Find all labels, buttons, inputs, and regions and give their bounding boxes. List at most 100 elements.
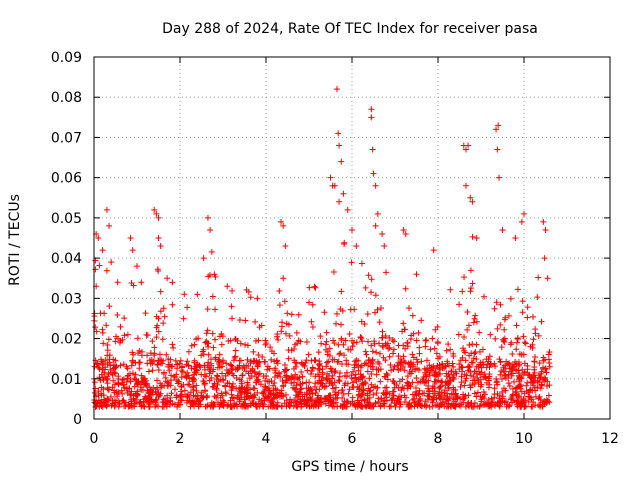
data-point [437,383,444,390]
data-point [97,377,104,384]
data-point [372,309,379,316]
data-point [136,399,143,406]
data-point [204,340,211,347]
data-point [536,393,543,400]
data-point [193,387,200,394]
data-point [493,126,500,133]
data-point [416,344,423,351]
data-point [201,362,208,369]
data-point [511,378,518,385]
data-point [398,359,405,366]
data-point [208,374,215,381]
data-point [323,338,330,345]
data-point [524,304,531,311]
data-point [153,210,160,217]
data-point [303,357,310,364]
data-point [130,282,137,289]
data-point [201,372,208,379]
data-point [323,359,330,366]
data-point [227,402,234,409]
data-point [401,398,408,405]
data-point [295,391,302,398]
data-point [94,360,101,367]
data-point [112,399,119,406]
data-point [169,301,176,308]
data-point [502,373,509,380]
data-point [316,397,323,404]
data-point [171,386,178,393]
data-point [214,399,221,406]
data-point [462,349,469,356]
data-point [487,402,494,409]
data-point [318,401,325,408]
data-point [114,312,121,319]
data-point [155,357,162,364]
data-point [130,351,137,358]
data-point [369,348,376,355]
data-point [442,398,449,405]
data-point [154,322,161,329]
data-point [135,378,142,385]
data-point [461,382,468,389]
data-point [138,352,145,359]
data-point [211,380,218,387]
data-point [444,360,451,367]
data-point [487,331,494,338]
data-point [496,395,503,402]
data-point [390,338,397,345]
data-point [389,350,396,357]
data-point [169,341,176,348]
data-point [203,394,210,401]
data-point [400,320,407,327]
x-tick-label: 12 [601,431,619,447]
data-point [530,399,537,406]
data-point [336,351,343,358]
data-point [110,365,117,372]
data-point [389,336,396,343]
data-point [368,289,375,296]
data-point [372,222,379,229]
data-point [431,388,438,395]
data-point [99,247,106,254]
data-point [476,329,483,336]
data-point [358,374,365,381]
data-point [256,396,263,403]
data-point [155,268,162,275]
data-point [192,393,199,400]
data-point [316,358,323,365]
data-point [352,402,359,409]
data-point [112,370,119,377]
data-point [160,320,167,327]
data-point [118,387,125,394]
data-point [459,354,466,361]
data-point [409,351,416,358]
data-point [473,235,480,241]
y-tick-label: 0.07 [51,130,82,146]
data-point [229,370,236,377]
data-point [365,399,372,406]
data-point [153,334,160,341]
data-point [414,359,421,366]
data-point [136,347,143,354]
data-point [127,392,134,399]
data-point [458,363,465,370]
data-point [158,384,165,391]
data-point [545,356,552,363]
data-point [103,322,110,329]
data-point [232,347,239,354]
data-point [479,359,486,366]
data-point [414,402,421,409]
data-point [253,403,260,410]
data-point [491,402,498,409]
data-point [401,326,408,333]
data-point [329,375,336,382]
data-point [498,375,505,382]
data-point [128,388,135,395]
data-point [229,287,236,294]
data-point [194,291,201,298]
data-point [162,395,169,402]
data-point [119,377,126,384]
x-tick-label: 8 [434,431,443,447]
data-point [177,357,184,364]
data-point [380,390,387,397]
